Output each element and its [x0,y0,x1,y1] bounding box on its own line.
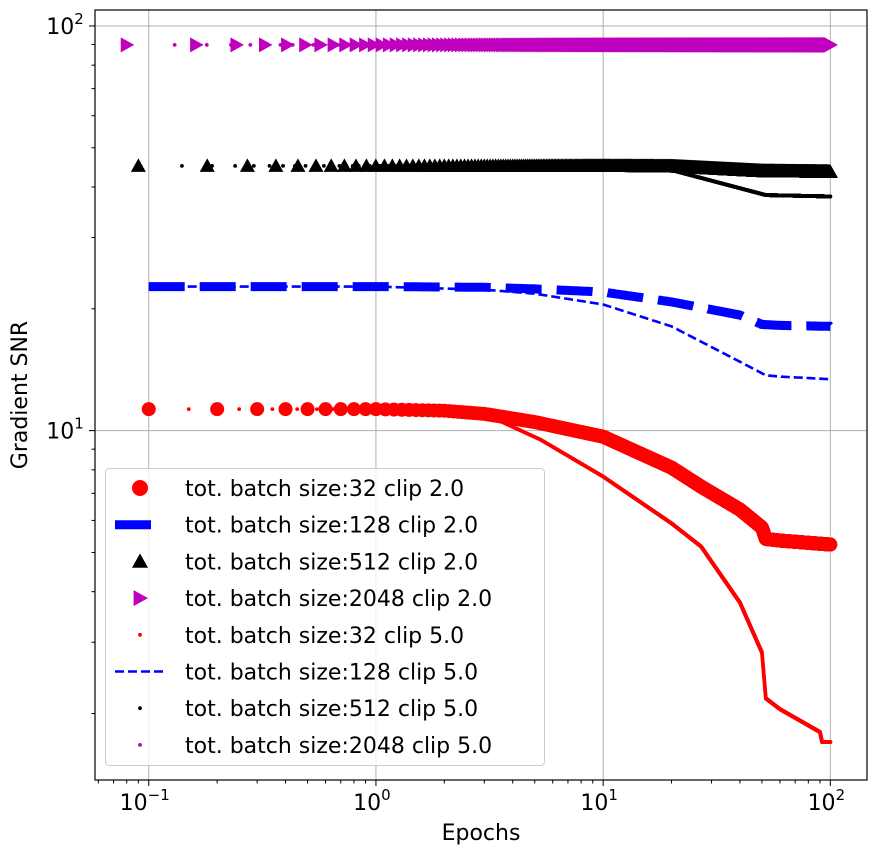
data-point [233,164,237,168]
data-point [828,195,832,199]
data-point [828,740,832,744]
data-point [173,43,177,47]
data-point [180,164,184,168]
data-point [248,43,252,47]
data-point [205,43,209,47]
data-point [304,164,308,168]
data-point [281,164,285,168]
data-point [295,407,299,411]
data-point [187,407,191,411]
data-point [252,164,256,168]
data-point [268,164,272,168]
data-point [270,407,274,411]
data-point [315,407,319,411]
data-point [322,164,326,168]
data-point [237,407,241,411]
